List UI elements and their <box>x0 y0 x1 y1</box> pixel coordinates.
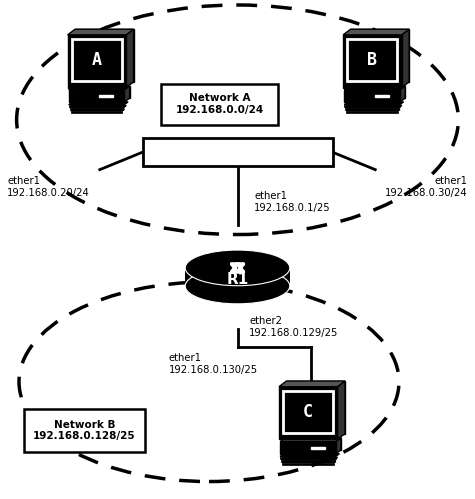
Text: Network B
192.168.0.128/25: Network B 192.168.0.128/25 <box>33 420 136 441</box>
Polygon shape <box>74 86 130 98</box>
Text: ether1
192.168.0.1/25: ether1 192.168.0.1/25 <box>254 191 331 213</box>
FancyBboxPatch shape <box>72 39 122 81</box>
Text: A: A <box>92 51 102 69</box>
Polygon shape <box>345 105 402 108</box>
FancyBboxPatch shape <box>283 391 333 433</box>
FancyBboxPatch shape <box>162 84 278 125</box>
Polygon shape <box>75 29 133 82</box>
Text: B: B <box>367 51 377 69</box>
FancyBboxPatch shape <box>345 108 399 110</box>
Text: R1: R1 <box>227 272 248 287</box>
Polygon shape <box>337 381 345 440</box>
FancyBboxPatch shape <box>311 447 324 449</box>
Polygon shape <box>286 381 345 434</box>
FancyBboxPatch shape <box>346 111 398 113</box>
Text: ether1
192.168.0.30/24: ether1 192.168.0.30/24 <box>385 176 468 198</box>
FancyBboxPatch shape <box>344 90 400 102</box>
Polygon shape <box>351 29 409 82</box>
FancyBboxPatch shape <box>24 409 145 452</box>
FancyBboxPatch shape <box>282 463 333 465</box>
Ellipse shape <box>185 268 290 304</box>
Polygon shape <box>67 29 133 35</box>
Polygon shape <box>69 86 130 90</box>
FancyBboxPatch shape <box>185 268 290 286</box>
FancyBboxPatch shape <box>280 442 336 454</box>
FancyBboxPatch shape <box>375 95 389 97</box>
FancyBboxPatch shape <box>69 90 124 102</box>
Polygon shape <box>124 86 130 102</box>
FancyBboxPatch shape <box>67 35 126 88</box>
Polygon shape <box>401 29 409 88</box>
Polygon shape <box>285 438 341 450</box>
Text: ether2
192.168.0.129/25: ether2 192.168.0.129/25 <box>249 316 339 338</box>
FancyBboxPatch shape <box>279 387 337 440</box>
FancyBboxPatch shape <box>142 138 332 166</box>
Polygon shape <box>71 109 124 111</box>
Polygon shape <box>69 102 128 105</box>
FancyBboxPatch shape <box>71 111 122 113</box>
FancyBboxPatch shape <box>347 39 398 81</box>
Polygon shape <box>344 86 405 90</box>
Polygon shape <box>70 105 126 108</box>
Text: Network A
192.168.0.0/24: Network A 192.168.0.0/24 <box>176 93 264 115</box>
Text: C: C <box>303 403 313 421</box>
Polygon shape <box>282 461 336 463</box>
Polygon shape <box>280 454 340 457</box>
Polygon shape <box>336 438 341 454</box>
FancyBboxPatch shape <box>280 457 336 459</box>
Polygon shape <box>344 102 404 105</box>
Text: ether1
192.168.0.20/24: ether1 192.168.0.20/24 <box>7 176 90 198</box>
Polygon shape <box>281 457 338 460</box>
Polygon shape <box>279 381 345 387</box>
Polygon shape <box>346 109 400 111</box>
FancyBboxPatch shape <box>70 108 124 110</box>
FancyBboxPatch shape <box>99 95 113 97</box>
Polygon shape <box>350 86 405 98</box>
FancyBboxPatch shape <box>69 105 124 107</box>
FancyBboxPatch shape <box>281 460 335 462</box>
Polygon shape <box>343 29 409 35</box>
FancyBboxPatch shape <box>344 105 400 107</box>
Polygon shape <box>400 86 405 102</box>
Ellipse shape <box>185 250 290 286</box>
Polygon shape <box>126 29 133 88</box>
Polygon shape <box>280 438 341 442</box>
Text: ether1
192.168.0.130/25: ether1 192.168.0.130/25 <box>169 353 258 375</box>
FancyBboxPatch shape <box>343 35 401 88</box>
